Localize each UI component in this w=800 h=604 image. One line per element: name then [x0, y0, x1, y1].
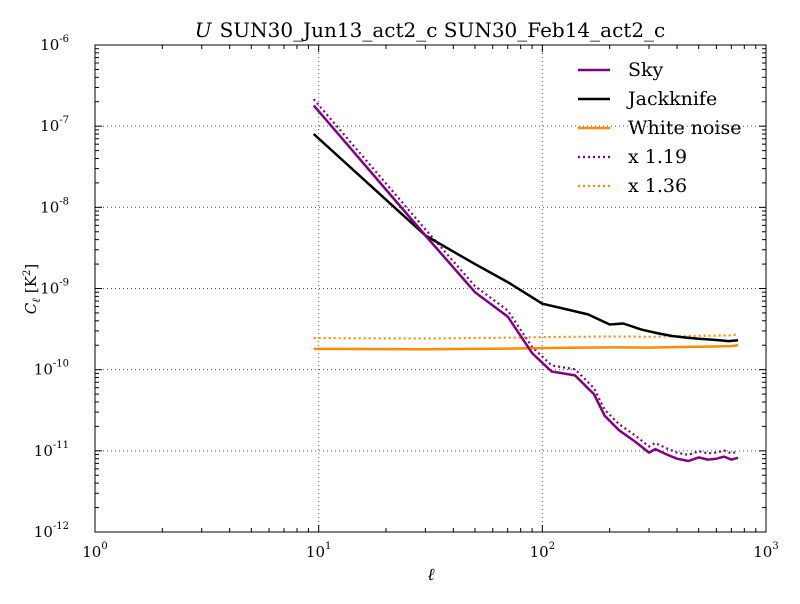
y-axis-label-symbol: C [22, 302, 40, 314]
y-tick-label: 10-6 [40, 34, 69, 54]
series-line-x-1-19 [312, 98, 739, 456]
chart-title-text: SUN30_Jun13_act2_c SUN30_Feb14_act2_c [220, 18, 666, 42]
legend: Sky Jackknife White noise x 1.19 x 1.36 [578, 59, 742, 197]
legend-label-white-noise: White noise [628, 117, 742, 139]
y-tick-label: 10-10 [34, 359, 69, 379]
y-tick-label: 10-12 [34, 521, 69, 541]
y-axis-label-unit-close: ] [22, 264, 40, 270]
y-tick-label: 10-8 [40, 196, 69, 216]
x-tick-label: 100 [82, 541, 107, 561]
y-tick-label: 10-9 [40, 278, 69, 298]
legend-label-jackknife: Jackknife [626, 88, 717, 110]
y-tick-label: 10-7 [40, 115, 69, 135]
legend-label-x-1-36: x 1.36 [628, 175, 687, 197]
legend-label-sky: Sky [628, 59, 664, 81]
y-axis-label-subscript: ℓ [30, 298, 43, 303]
series-line-x-1-36 [313, 333, 739, 340]
x-tick-label: 101 [306, 541, 331, 561]
series-line-white-noise [313, 343, 739, 351]
y-axis-label-unit-exponent: 2 [22, 270, 33, 276]
tick-labels: 100 101 102 103 10-12 10-11 10-10 10-9 10-8 10-7 1… [34, 34, 779, 561]
legend-label-x-1-19: x 1.19 [628, 146, 687, 168]
x-tick-label: 102 [530, 541, 555, 561]
x-axis-label: ℓ [427, 565, 434, 585]
series-line-jackknife [312, 133, 739, 343]
axis-ticks [94, 44, 767, 533]
x-tick-label: 103 [753, 541, 778, 561]
y-axis-label: Cℓ [K2] [22, 264, 43, 314]
y-tick-label: 10-11 [34, 440, 69, 460]
series-layer [312, 98, 739, 463]
chart-title: U SUN30_Jun13_act2_c SUN30_Feb14_act2_c [195, 18, 666, 42]
y-axis-label-unit: [K [22, 275, 40, 293]
chart-title-prefix: U [195, 18, 213, 42]
series-line-sky [312, 104, 739, 463]
